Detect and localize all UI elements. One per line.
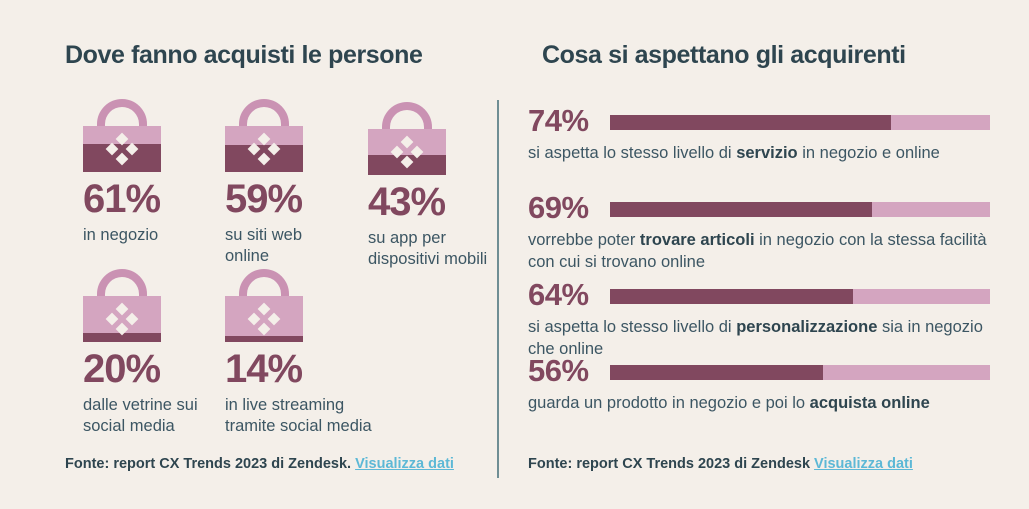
bag-body (225, 126, 303, 172)
bar-percentage: 56% (528, 353, 589, 388)
bag-body (83, 296, 161, 342)
bar-track (610, 115, 990, 131)
bag-handle-icon (97, 99, 147, 128)
stat-siti-web: 59% su siti web online (225, 98, 325, 266)
bag-body (225, 296, 303, 342)
bag-handle-icon (239, 269, 289, 298)
bar-track (610, 202, 990, 218)
stat-label: in negozio (83, 226, 159, 244)
bag-body (83, 126, 161, 172)
bag-fill-level (83, 332, 161, 342)
stat-in-negozio: 61% in negozio (83, 98, 161, 246)
expectation-row-trovare-articoli: 69% vorrebbe poter trovare articoli in n… (528, 190, 990, 273)
stat-label: su app per dispositivi mobili (368, 229, 488, 268)
source-note-left: Fonte: report CX Trends 2023 di Zendesk.… (65, 456, 454, 472)
shopping-bag-icon (83, 268, 161, 342)
stat-label: in live streaming tramite social media (225, 396, 372, 435)
bar-description: guarda un prodotto in negozio e poi lo a… (528, 394, 930, 413)
section-divider (497, 100, 499, 478)
stat-percentage: 20% (83, 347, 161, 391)
bag-body (368, 129, 446, 175)
bar-fill (610, 289, 854, 305)
stat-live-streaming: 14% in live streaming tramite social med… (225, 268, 395, 436)
right-section-title: Cosa si aspettano gli acquirenti (542, 41, 906, 69)
bar-fill (610, 365, 823, 381)
shopping-bag-icon (225, 268, 303, 342)
visualizza-dati-link[interactable]: Visualizza dati (355, 456, 454, 472)
source-text: Fonte: report CX Trends 2023 di Zendesk (528, 456, 811, 472)
stat-label: su siti web online (225, 226, 303, 265)
bag-handle-icon (382, 102, 432, 131)
stat-percentage: 14% (225, 347, 303, 391)
bar-percentage: 69% (528, 190, 589, 225)
expectation-row-acquista-online: 56% guarda un prodotto in negozio e poi … (528, 353, 990, 415)
shopping-bag-icon (83, 98, 161, 172)
bag-fill-level (225, 335, 303, 342)
stat-percentage: 43% (368, 180, 446, 224)
stat-percentage: 61% (83, 177, 161, 221)
source-note-right: Fonte: report CX Trends 2023 di Zendesk … (528, 456, 913, 472)
bag-handle-icon (239, 99, 289, 128)
bar-description: si aspetta lo stesso livello di servizio… (528, 144, 940, 163)
visualizza-dati-link[interactable]: Visualizza dati (814, 456, 913, 472)
bar-description: si aspetta lo stesso livello di personal… (528, 318, 983, 358)
expectation-row-personalizzazione: 64% si aspetta lo stesso livello di pers… (528, 277, 990, 360)
bar-description: vorrebbe poter trovare articoli in negoz… (528, 231, 987, 271)
bag-handle-icon (97, 269, 147, 298)
shopping-bag-icon (368, 101, 446, 175)
stat-label: dalle vetrine sui social media (83, 396, 198, 435)
left-section-title: Dove fanno acquisti le persone (65, 41, 423, 69)
bar-percentage: 64% (528, 277, 589, 312)
source-text: Fonte: report CX Trends 2023 di Zendesk. (65, 456, 352, 472)
stat-percentage: 59% (225, 177, 303, 221)
stat-vetrine-social: 20% dalle vetrine sui social media (83, 268, 223, 436)
bar-fill (610, 115, 892, 131)
bar-fill (610, 202, 873, 218)
expectation-row-servizio: 74% si aspetta lo stesso livello di serv… (528, 103, 990, 165)
shopping-bag-icon (225, 98, 303, 172)
bar-track (610, 365, 990, 381)
bar-track (610, 289, 990, 305)
bar-percentage: 74% (528, 103, 589, 138)
stat-app-mobile: 43% su app per dispositivi mobili (368, 101, 508, 269)
